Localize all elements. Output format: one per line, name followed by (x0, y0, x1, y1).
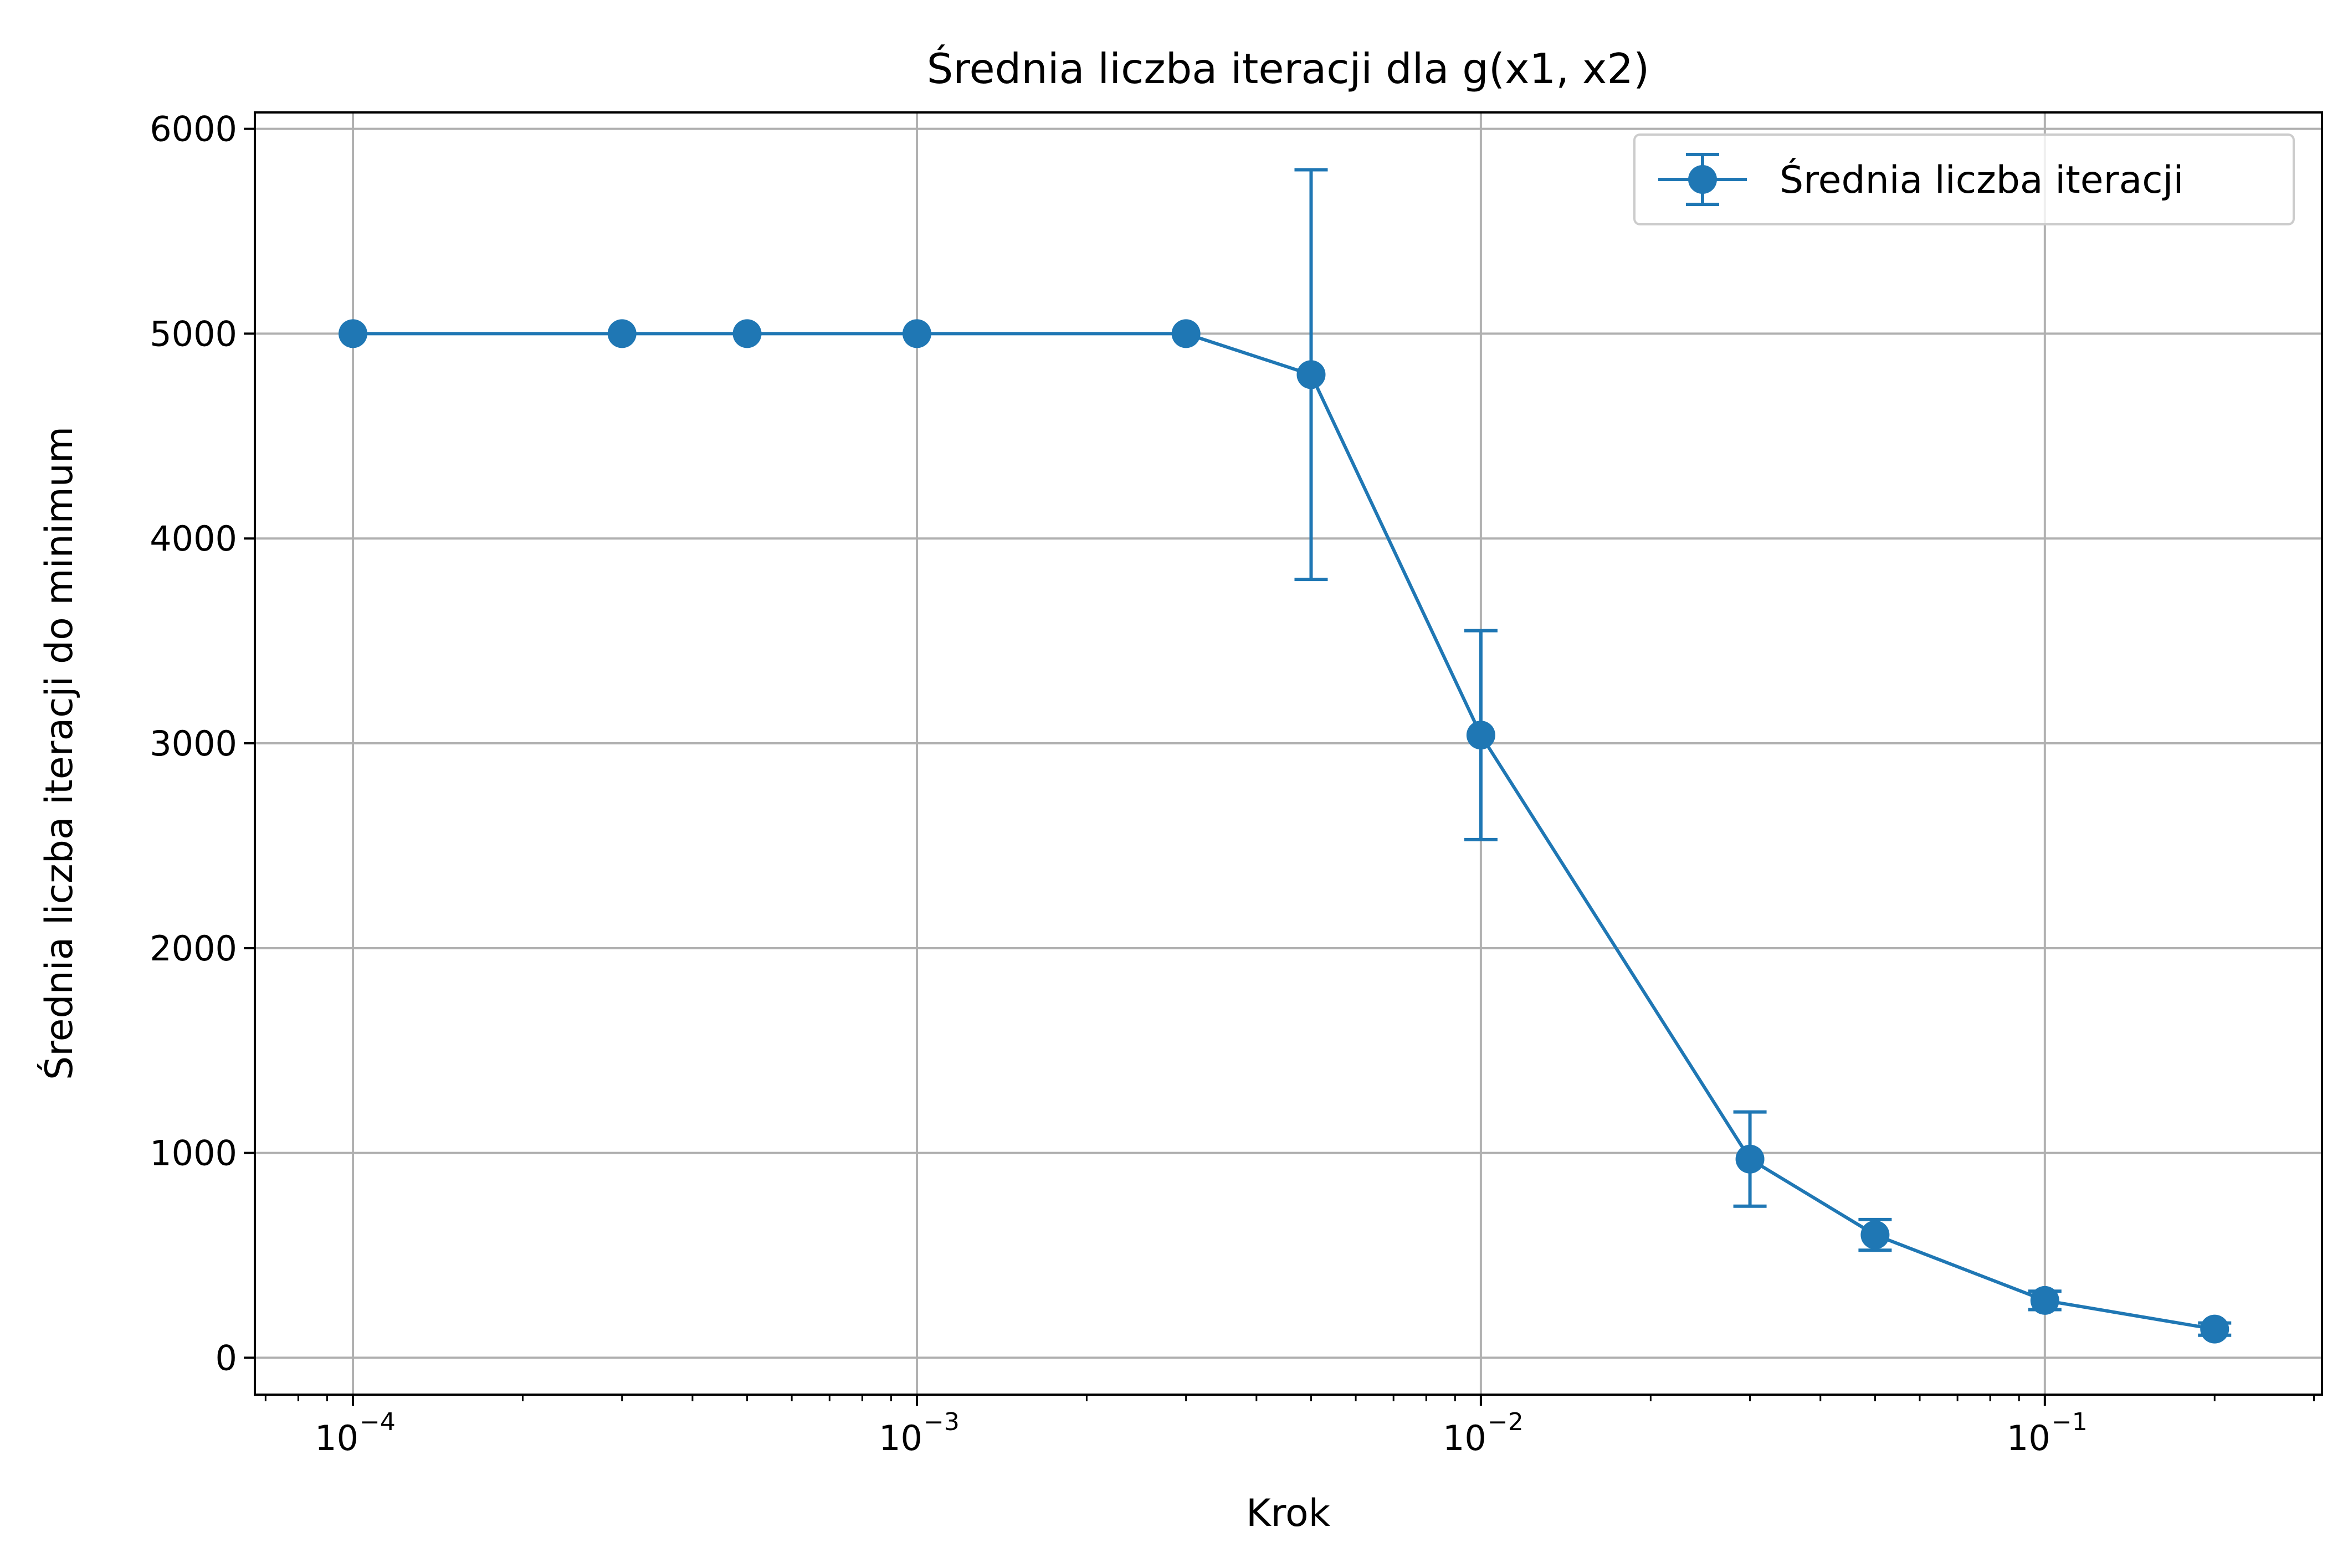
y-tick-label: 3000 (150, 723, 237, 764)
y-tick-label: 2000 (150, 928, 237, 969)
legend-dot (1688, 165, 1717, 194)
y-axis: 0 1000 2000 3000 4000 5000 6000 (150, 109, 255, 1378)
y-tick-label: 6000 (150, 109, 237, 150)
x-tick-label: 10 −3 (879, 1408, 960, 1458)
x-tick-label: 10 −1 (2007, 1408, 2088, 1458)
series-layer (339, 168, 2232, 1344)
y-axis-label: Średnia liczba iteracji do minimum (37, 426, 81, 1080)
x-tick-base: 10 (2007, 1418, 2050, 1458)
data-point (1466, 721, 1495, 750)
x-tick-label: 10 −4 (315, 1408, 396, 1458)
data-point (2200, 1314, 2229, 1344)
x-tick-exponent: −3 (924, 1408, 960, 1436)
legend-box (1633, 133, 2295, 225)
legend: Średnia liczba iteracji (1633, 133, 2295, 225)
data-point (1735, 1144, 1765, 1174)
x-tick-label: 10 −2 (1443, 1408, 1524, 1458)
x-tick-base: 10 (1443, 1418, 1486, 1458)
data-point (1171, 319, 1201, 348)
x-axis-label: Krok (1246, 1492, 1331, 1535)
data-point (732, 319, 762, 348)
chart-title: Średnia liczba iteracji dla g(x1, x2) (927, 44, 1650, 93)
plot-frame (254, 111, 2323, 1396)
data-point (2030, 1286, 2059, 1315)
data-point (607, 319, 637, 348)
x-tick-base: 10 (879, 1418, 922, 1458)
x-tick-exponent: −4 (360, 1408, 396, 1436)
data-point (1296, 360, 1326, 389)
x-tick-exponent: −2 (1488, 1408, 1524, 1436)
data-point (902, 319, 931, 348)
x-tick-base: 10 (315, 1418, 358, 1458)
y-tick-label: 4000 (150, 518, 237, 559)
legend-marker (1658, 153, 1747, 206)
legend-label: Średnia liczba iteracji (1780, 158, 2183, 202)
x-tick-exponent: −1 (2052, 1408, 2088, 1436)
y-tick-label: 0 (216, 1338, 237, 1378)
x-minor-ticks (264, 1395, 2315, 1401)
data-point (1860, 1220, 1890, 1250)
y-tick-label: 1000 (150, 1133, 237, 1174)
y-tick-label: 5000 (150, 313, 237, 354)
data-point (339, 319, 368, 348)
x-axis: 10 −4 10 −3 10 −2 10 −1 (315, 1395, 2088, 1458)
